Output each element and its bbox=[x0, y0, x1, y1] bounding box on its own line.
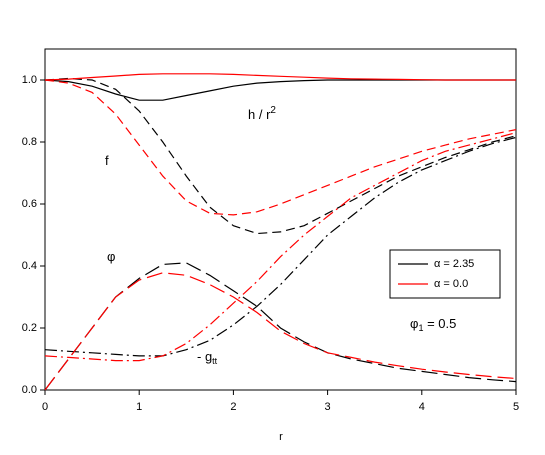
y-tick-label: 0.2 bbox=[22, 322, 37, 334]
curve bbox=[44, 73, 516, 81]
curve bbox=[44, 79, 517, 216]
annotation-text: - g bbox=[197, 349, 212, 364]
x-tick-label: 0 bbox=[42, 401, 48, 413]
annotation: φ bbox=[107, 249, 115, 264]
y-tick-label: 0.4 bbox=[22, 260, 37, 272]
y-tick-label: 0.8 bbox=[22, 136, 37, 148]
plot-frame bbox=[44, 48, 517, 391]
annotation-sup: 2 bbox=[270, 105, 276, 116]
x-tick-label: 3 bbox=[325, 401, 331, 413]
annotation-after: = 0.5 bbox=[423, 316, 456, 331]
annotation-text: φ bbox=[410, 316, 418, 331]
annotation-sub: tt bbox=[212, 356, 218, 366]
annotation: φ1 = 0.5 bbox=[410, 316, 456, 333]
annotation-text: φ bbox=[107, 249, 115, 264]
x-axis-label: r bbox=[279, 431, 283, 443]
curve bbox=[44, 136, 517, 357]
annotation-text: h / r bbox=[248, 107, 271, 122]
annotation-text: f bbox=[105, 153, 109, 168]
x-tick-label: 5 bbox=[513, 401, 519, 413]
legend-box bbox=[389, 249, 501, 299]
annotation: f bbox=[105, 153, 109, 168]
curve bbox=[44, 77, 517, 235]
x-tick-label: 1 bbox=[136, 401, 142, 413]
y-tick-label: 0.6 bbox=[22, 198, 37, 210]
x-tick-label: 2 bbox=[230, 401, 236, 413]
y-tick-label: 1.0 bbox=[22, 74, 37, 86]
annotation: - gtt bbox=[197, 349, 218, 366]
curve bbox=[44, 132, 517, 362]
curve bbox=[44, 272, 517, 391]
legend-label: α = 2.35 bbox=[434, 258, 474, 270]
legend-label: α = 0.0 bbox=[434, 278, 468, 290]
annotation: h / r2 bbox=[248, 105, 276, 123]
x-tick-label: 4 bbox=[419, 401, 425, 413]
curve bbox=[44, 262, 517, 391]
annotation-sub: 1 bbox=[418, 323, 423, 333]
y-tick-label: 0.0 bbox=[22, 384, 37, 396]
